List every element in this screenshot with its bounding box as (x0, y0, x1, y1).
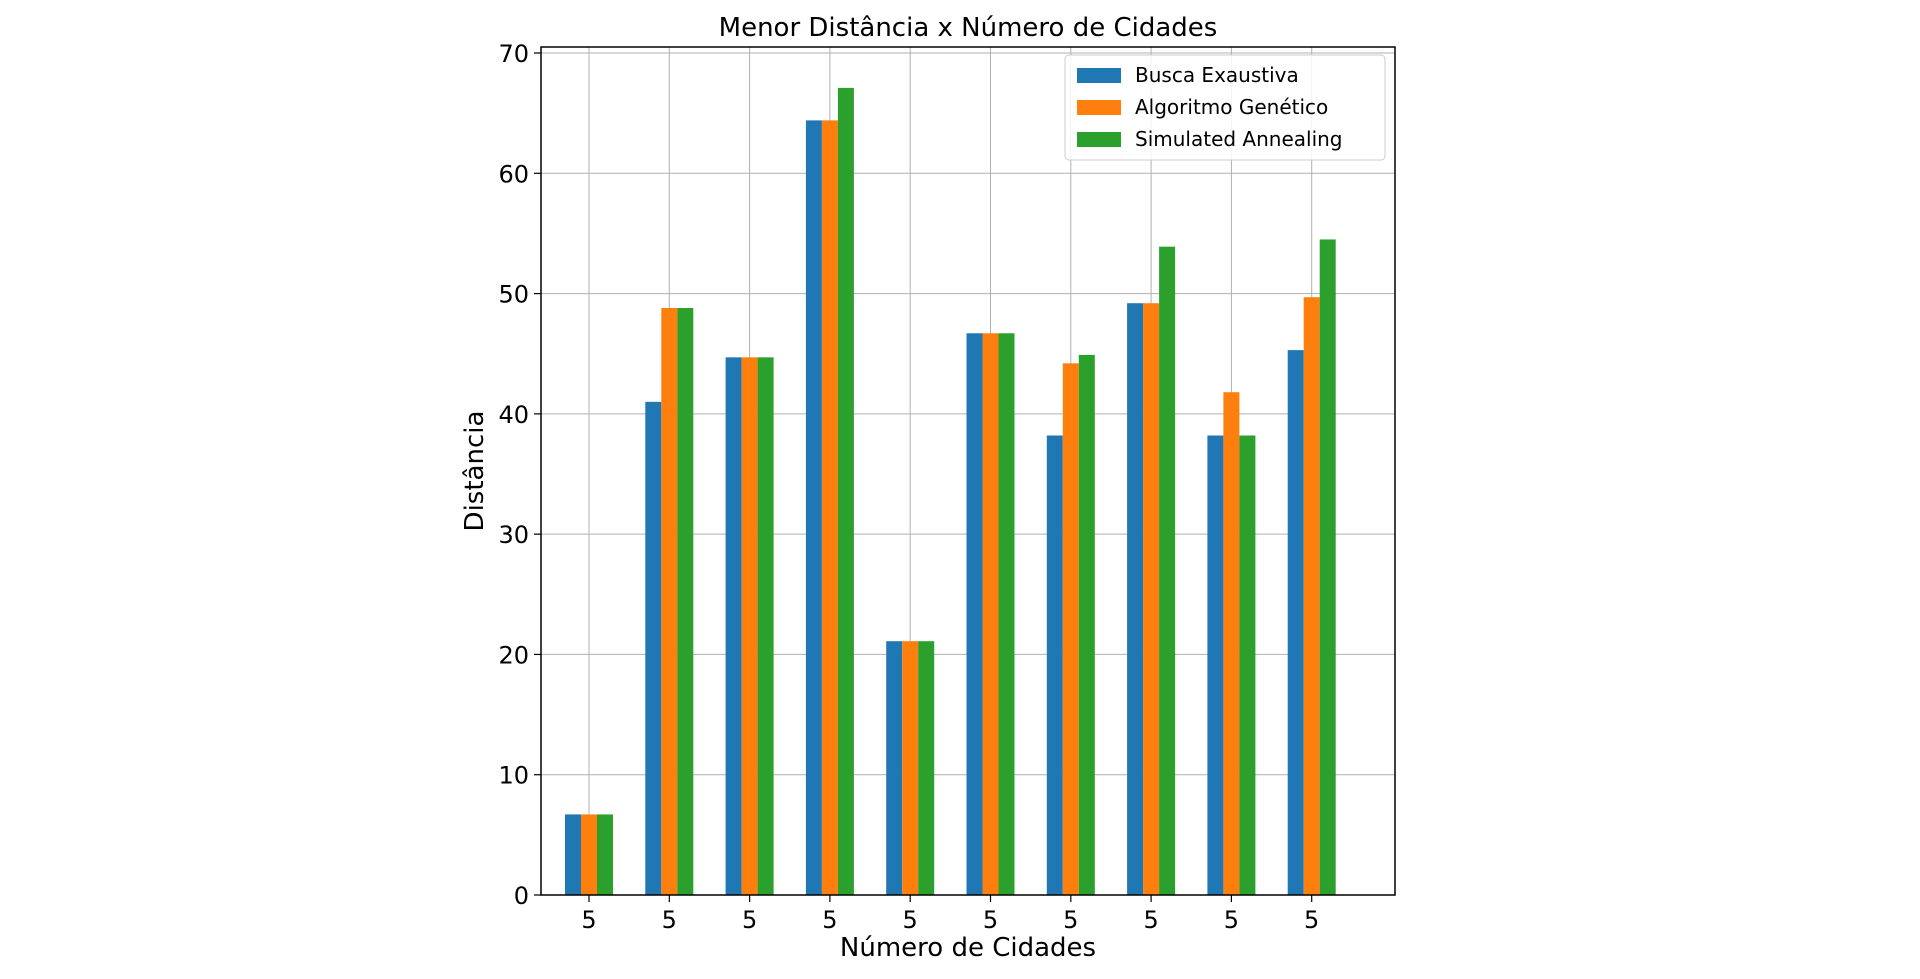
legend-swatch-1 (1077, 68, 1121, 83)
x-tick-label: 5 (581, 906, 596, 934)
x-tick-label: 5 (1224, 906, 1239, 934)
bar-series-1 (966, 333, 983, 896)
legend: Busca Exaustiva Algoritmo Genético Simulat… (1064, 54, 1386, 161)
bar-series-1 (1287, 350, 1304, 896)
bar-series-3 (1319, 239, 1336, 895)
x-tick-label: 5 (903, 906, 918, 934)
x-axis-label: Número de Cidades (840, 933, 1096, 963)
x-tick-label: 5 (1143, 906, 1158, 934)
tick-layer: 0 10 20 30 40 50 60 70 5 5 5 5 5 5 5 5 5 5 (498, 40, 1319, 934)
legend-label-3: Simulated Annealing (1135, 127, 1343, 151)
bar-series-1 (1127, 303, 1144, 896)
legend-label-2: Algoritmo Genético (1135, 95, 1328, 119)
bar-series-2 (902, 641, 919, 895)
plot-frame (540, 46, 1396, 896)
y-tick-label: 70 (498, 40, 529, 68)
bar-series-2 (1223, 392, 1240, 895)
legend-swatch-2 (1077, 100, 1121, 115)
bar-layer (565, 87, 1336, 896)
bar-series-2 (821, 120, 838, 895)
x-tick-label: 5 (983, 906, 998, 934)
y-axis-label: Distância (460, 411, 490, 532)
bar-series-2 (1143, 303, 1160, 896)
bar-series-2 (581, 814, 597, 895)
legend-label-1: Busca Exaustiva (1135, 63, 1299, 87)
bar-series-1 (886, 641, 903, 895)
bar-series-1 (725, 357, 742, 895)
x-tick-label: 5 (662, 906, 677, 934)
y-tick-label: 50 (498, 281, 529, 309)
bar-series-3 (757, 357, 774, 895)
x-tick-label: 5 (742, 906, 757, 934)
bar-series-3 (918, 641, 935, 895)
bar-series-2 (741, 357, 758, 895)
bar-series-2 (661, 308, 678, 895)
y-tick-label: 0 (514, 882, 529, 910)
bar-series-1 (1207, 435, 1224, 895)
bar-series-2 (1062, 363, 1079, 896)
bar-series-3 (1159, 246, 1176, 896)
bar-series-3 (597, 814, 613, 895)
bar-series-2 (982, 333, 999, 896)
x-tick-label: 5 (1304, 906, 1319, 934)
bar-series-3 (677, 308, 694, 895)
chart-title: Menor Distância x Número de Cidades (719, 13, 1218, 43)
bar-series-1 (805, 120, 822, 895)
bar-series-1 (1046, 435, 1063, 895)
y-tick-label: 60 (498, 160, 529, 188)
bar-series-3 (998, 333, 1015, 896)
legend-box (1064, 54, 1386, 161)
bar-series-1 (645, 401, 662, 895)
legend-swatch-3 (1077, 132, 1121, 147)
x-tick-label: 5 (822, 906, 837, 934)
x-tick-label: 5 (1063, 906, 1078, 934)
y-tick-label: 20 (498, 641, 529, 669)
y-tick-label: 30 (498, 521, 529, 549)
y-tick-label: 10 (498, 762, 529, 790)
legend-items: Busca Exaustiva Algoritmo Genético Simulat… (1077, 63, 1343, 151)
bar-series-3 (1239, 435, 1256, 895)
bar-series-3 (1078, 354, 1095, 895)
bar-series-3 (837, 87, 854, 895)
y-tick-label: 40 (498, 401, 529, 429)
bar-series-2 (1303, 297, 1320, 895)
bar-series-1 (565, 814, 581, 895)
